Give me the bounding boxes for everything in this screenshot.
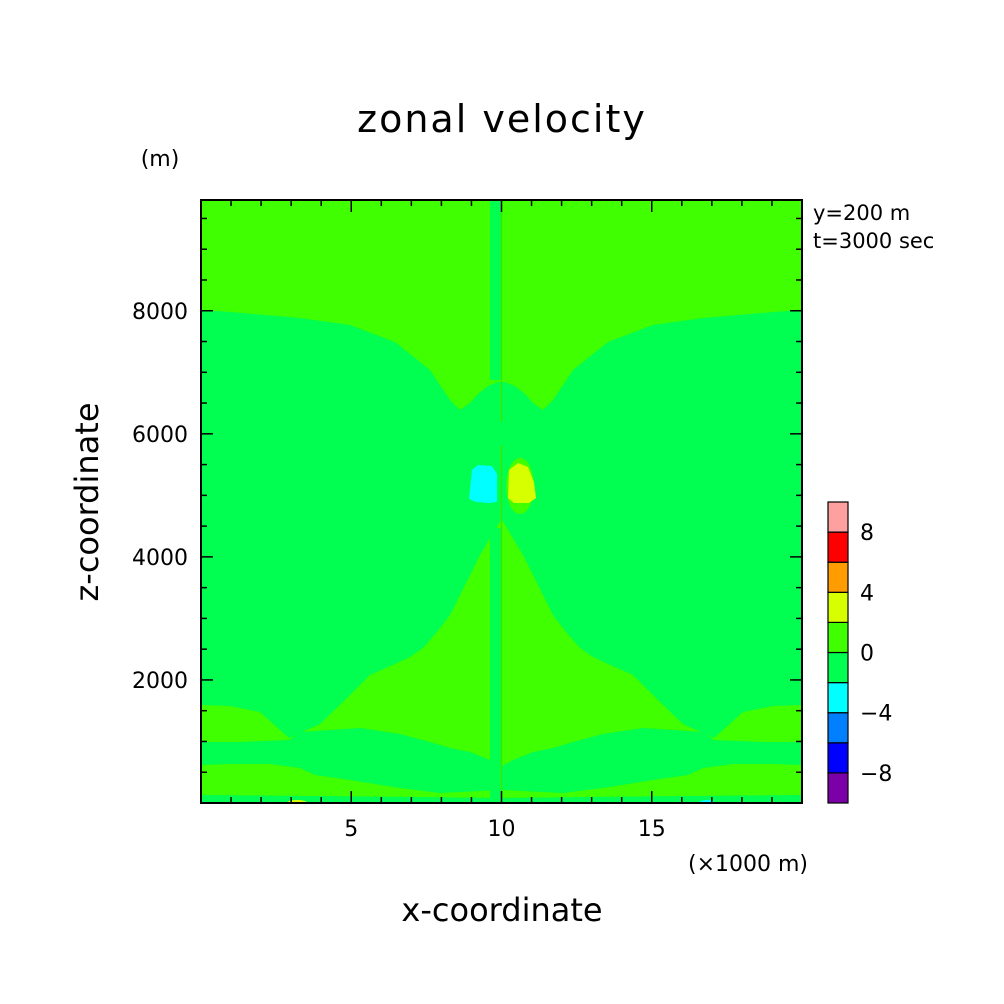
colorbar-swatch	[827, 742, 849, 774]
annotation-y: y=200 m	[813, 201, 910, 225]
region-left-low-band	[201, 728, 501, 793]
colorbar-swatch	[827, 712, 849, 744]
y-tick-label: 2000	[132, 669, 188, 694]
y-tick-labels: 2000 4000 6000 8000	[132, 300, 188, 694]
region-negative-core	[469, 465, 497, 503]
colorbar-swatch	[827, 561, 849, 593]
colorbar-swatch	[827, 621, 849, 654]
region-right-low-band	[502, 728, 802, 793]
region-central-left-strip	[490, 200, 502, 380]
annotation-t: t=3000 sec	[813, 229, 934, 253]
axes-frame	[200, 199, 803, 804]
x-axis-label: x-coordinate	[401, 891, 602, 929]
y-tick-label: 4000	[132, 546, 188, 571]
x-tick-label: 5	[344, 817, 358, 842]
y-unit-label: (m)	[141, 147, 180, 172]
colorbar-swatch	[827, 501, 849, 533]
colorbar-swatch	[827, 531, 849, 563]
colorbar-label: 8	[860, 521, 874, 546]
region-central-left-strip-lower	[490, 528, 502, 798]
colorbar-label: 4	[860, 581, 874, 606]
region-left-mid-lobe	[201, 310, 501, 738]
colorbar-swatch	[827, 591, 849, 623]
y-axis-label: z-coordinate	[68, 402, 106, 601]
colorbar-label: 0	[860, 642, 874, 667]
y-tick-label: 8000	[132, 300, 188, 325]
region-positive-core	[508, 463, 536, 503]
colorbar-label: −4	[860, 702, 892, 727]
y-tick-label: 6000	[132, 423, 188, 448]
region-upper-center-blob	[484, 422, 516, 446]
colorbar-label: −8	[860, 762, 892, 787]
colorbar-swatch	[827, 772, 849, 804]
x-tick-label: 10	[488, 817, 516, 842]
chart-title: zonal velocity	[357, 97, 647, 141]
x-tick-labels: 5 10 15	[344, 817, 666, 842]
colorbar: −8 −4 0 4 8	[827, 501, 892, 804]
colorbar-swatch	[827, 651, 849, 684]
x-tick-label: 15	[638, 817, 666, 842]
colorbar-swatch	[827, 681, 849, 714]
x-unit-label: (×1000 m)	[688, 852, 808, 877]
plot-area	[201, 200, 802, 804]
region-right-mid-lobe	[502, 310, 802, 738]
